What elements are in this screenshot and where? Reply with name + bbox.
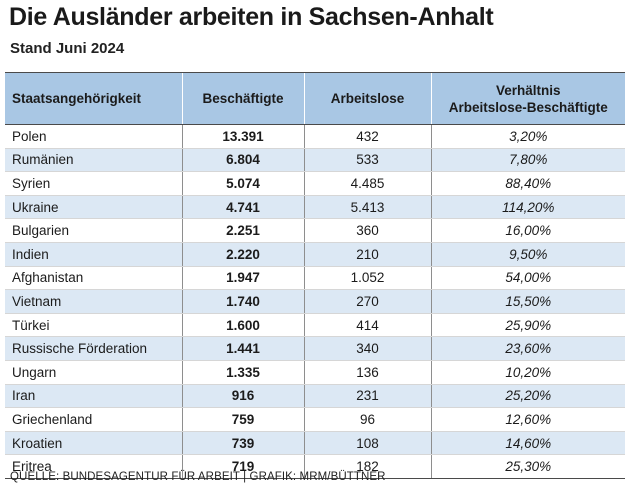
cell-nationality: Iran bbox=[5, 384, 182, 409]
cell-unemployed: 533 bbox=[303, 148, 431, 173]
column-header-ratio-line1: Verhältnis bbox=[495, 82, 561, 98]
cell-unemployed: 231 bbox=[303, 384, 431, 409]
table-row: Polen 13.391 432 3,20% bbox=[5, 124, 625, 149]
cell-employed: 759 bbox=[181, 407, 304, 432]
table-header-row: Staatsangehörigkeit Beschäftigte Arbeits… bbox=[5, 72, 625, 125]
cell-ratio: 12,60% bbox=[430, 407, 625, 432]
cell-unemployed: 270 bbox=[303, 289, 431, 314]
cell-nationality: Afghanistan bbox=[5, 266, 182, 291]
cell-unemployed: 96 bbox=[303, 407, 431, 432]
cell-unemployed: 108 bbox=[303, 431, 431, 456]
cell-ratio: 3,20% bbox=[430, 124, 625, 149]
cell-employed: 719 bbox=[181, 454, 304, 479]
cell-nationality: Ungarn bbox=[5, 360, 182, 385]
cell-employed: 2.220 bbox=[181, 242, 304, 267]
cell-unemployed: 210 bbox=[303, 242, 431, 267]
cell-unemployed: 182 bbox=[303, 454, 431, 479]
chart-title: Die Ausländer arbeiten in Sachsen-Anhalt bbox=[9, 3, 494, 31]
table-row: Iran 916 231 25,20% bbox=[5, 384, 625, 409]
cell-employed: 1.740 bbox=[181, 289, 304, 314]
data-table: Staatsangehörigkeit Beschäftigte Arbeits… bbox=[5, 72, 625, 479]
table-row: Eritrea 719 182 25,30% bbox=[5, 454, 625, 479]
cell-ratio: 88,40% bbox=[430, 171, 625, 196]
cell-ratio: 16,00% bbox=[430, 218, 625, 243]
column-header-ratio: Verhältnis Arbeitslose-Beschäftigte bbox=[430, 72, 625, 125]
cell-employed: 916 bbox=[181, 384, 304, 409]
cell-nationality: Kroatien bbox=[5, 431, 182, 456]
table-row: Syrien 5.074 4.485 88,40% bbox=[5, 171, 625, 196]
cell-nationality: Ukraine bbox=[5, 195, 182, 220]
cell-ratio: 114,20% bbox=[430, 195, 625, 220]
cell-employed: 1.600 bbox=[181, 313, 304, 338]
cell-nationality: Russische Förderation bbox=[5, 336, 182, 361]
table-row: Ungarn 1.335 136 10,20% bbox=[5, 360, 625, 385]
cell-employed: 1.441 bbox=[181, 336, 304, 361]
table-row: Afghanistan 1.947 1.052 54,00% bbox=[5, 266, 625, 291]
cell-nationality: Türkei bbox=[5, 313, 182, 338]
cell-unemployed: 5.413 bbox=[303, 195, 431, 220]
column-header-unemployed: Arbeitslose bbox=[303, 72, 431, 125]
cell-employed: 6.804 bbox=[181, 148, 304, 173]
table-row: Russische Förderation 1.441 340 23,60% bbox=[5, 336, 625, 361]
cell-nationality: Vietnam bbox=[5, 289, 182, 314]
cell-employed: 1.947 bbox=[181, 266, 304, 291]
cell-unemployed: 136 bbox=[303, 360, 431, 385]
column-header-nationality: Staatsangehörigkeit bbox=[5, 72, 182, 125]
cell-nationality: Bulgarien bbox=[5, 218, 182, 243]
chart-subtitle: Stand Juni 2024 bbox=[10, 40, 125, 57]
cell-ratio: 14,60% bbox=[430, 431, 625, 456]
cell-unemployed: 1.052 bbox=[303, 266, 431, 291]
cell-unemployed: 340 bbox=[303, 336, 431, 361]
cell-nationality: Rumänien bbox=[5, 148, 182, 173]
cell-nationality: Polen bbox=[5, 124, 182, 149]
table-row: Türkei 1.600 414 25,90% bbox=[5, 313, 625, 338]
cell-ratio: 15,50% bbox=[430, 289, 625, 314]
table-body: Polen 13.391 432 3,20% Rumänien 6.804 533 7,80%… bbox=[5, 124, 625, 479]
cell-ratio: 25,30% bbox=[430, 454, 625, 479]
cell-employed: 5.074 bbox=[181, 171, 304, 196]
table-row: Ukraine 4.741 5.413 114,20% bbox=[5, 195, 625, 220]
cell-employed: 4.741 bbox=[181, 195, 304, 220]
cell-nationality: Griechenland bbox=[5, 407, 182, 432]
table-row: Rumänien 6.804 533 7,80% bbox=[5, 148, 625, 173]
cell-employed: 1.335 bbox=[181, 360, 304, 385]
cell-unemployed: 4.485 bbox=[303, 171, 431, 196]
cell-employed: 739 bbox=[181, 431, 304, 456]
table-row: Indien 2.220 210 9,50% bbox=[5, 242, 625, 267]
cell-ratio: 9,50% bbox=[430, 242, 625, 267]
cell-employed: 13.391 bbox=[181, 124, 304, 149]
cell-nationality: Eritrea bbox=[5, 454, 182, 479]
cell-ratio: 23,60% bbox=[430, 336, 625, 361]
cell-ratio: 25,20% bbox=[430, 384, 625, 409]
cell-unemployed: 360 bbox=[303, 218, 431, 243]
column-header-ratio-line2: Arbeitslose-Beschäftigte bbox=[448, 99, 608, 115]
cell-nationality: Indien bbox=[5, 242, 182, 267]
cell-ratio: 54,00% bbox=[430, 266, 625, 291]
cell-nationality: Syrien bbox=[5, 171, 182, 196]
cell-employed: 2.251 bbox=[181, 218, 304, 243]
table-row: Kroatien 739 108 14,60% bbox=[5, 431, 625, 456]
cell-unemployed: 414 bbox=[303, 313, 431, 338]
source-note: QUELLE: BUNDESAGENTUR FÜR ARBEIT | GRAFI… bbox=[10, 471, 386, 483]
table-row: Bulgarien 2.251 360 16,00% bbox=[5, 218, 625, 243]
cell-ratio: 10,20% bbox=[430, 360, 625, 385]
column-header-employed: Beschäftigte bbox=[181, 72, 304, 125]
cell-ratio: 25,90% bbox=[430, 313, 625, 338]
cell-ratio: 7,80% bbox=[430, 148, 625, 173]
table-row: Griechenland 759 96 12,60% bbox=[5, 407, 625, 432]
table-row: Vietnam 1.740 270 15,50% bbox=[5, 289, 625, 314]
cell-unemployed: 432 bbox=[303, 124, 431, 149]
